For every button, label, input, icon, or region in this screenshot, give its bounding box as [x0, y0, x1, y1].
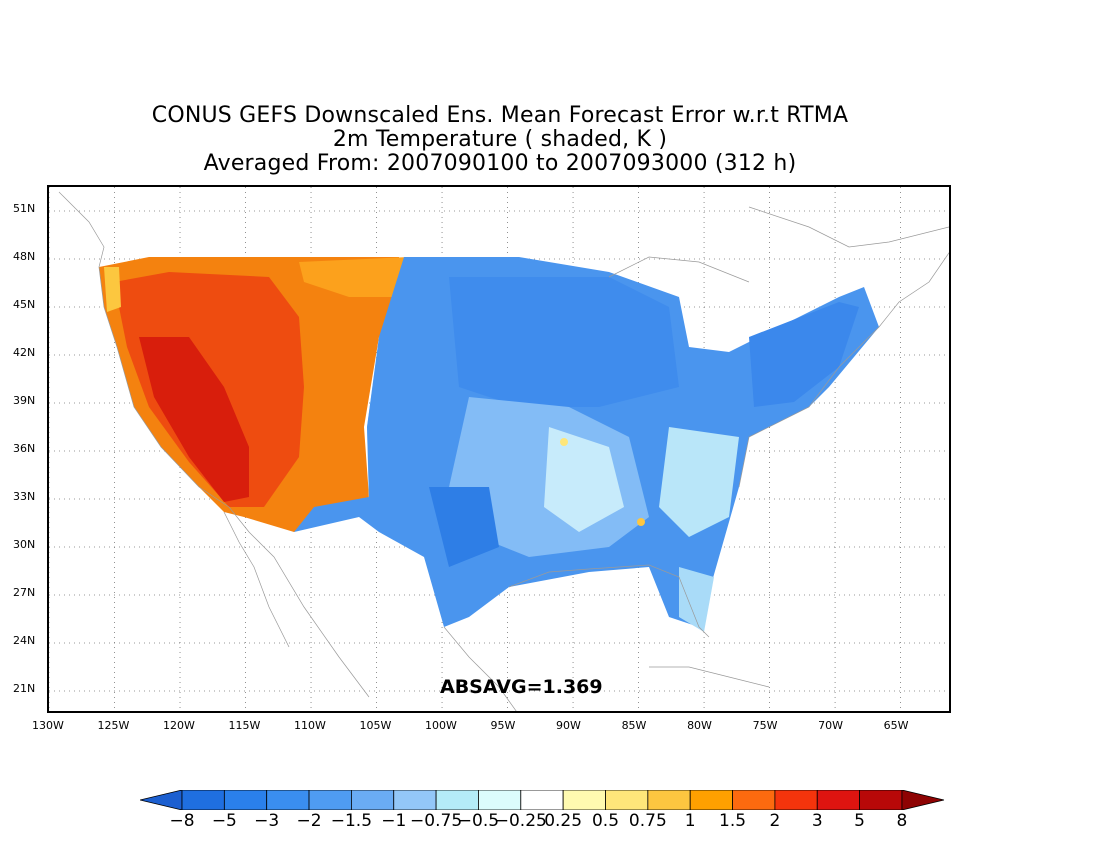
west-warm-bias-field	[99, 257, 469, 532]
colorbar-segment	[647, 790, 691, 810]
colorbar-tick-label: 0.5	[591, 811, 620, 831]
lat-tick-label: 51N	[13, 202, 36, 215]
east-cold-bias-field	[294, 257, 879, 632]
colorbar-tick-label: −5	[211, 811, 237, 831]
lat-tick-label: 21N	[13, 682, 36, 695]
colorbar-tick-label: −0.75	[410, 811, 463, 831]
colorbar-segment	[859, 790, 903, 810]
colorbar-tick-label: 1.5	[719, 811, 747, 831]
colorbar-segment	[689, 790, 733, 810]
colorbar-low-extend	[140, 790, 183, 810]
lat-tick-label: 42N	[13, 346, 36, 359]
colorbar-segment	[435, 790, 479, 810]
colorbar-segment	[562, 790, 606, 810]
lon-tick-label: 105W	[359, 719, 392, 732]
lat-tick-label: 33N	[13, 490, 36, 503]
lon-tick-label: 65W	[883, 719, 909, 732]
colorbar-segment	[478, 790, 522, 810]
lon-tick-label: 95W	[490, 719, 516, 732]
colorbar-segment	[393, 790, 437, 810]
colorbar-segment	[774, 790, 818, 810]
title-line-3: Averaged From: 2007090100 to 2007093000 …	[203, 151, 797, 176]
colorbar-segment	[350, 790, 395, 810]
colorbar-tick-label: 2	[769, 811, 781, 831]
lon-tick-label: 90W	[556, 719, 581, 732]
colorbar-high-extend	[901, 790, 945, 810]
colorbar-tick-label: 0.75	[628, 811, 667, 831]
lon-tick-label: 110W	[294, 719, 326, 732]
colorbar-tick-label: −1	[381, 811, 407, 831]
lon-tick-label: 125W	[97, 719, 130, 732]
colorbar	[140, 790, 945, 810]
temperature-error-map	[49, 187, 949, 711]
lon-tick-label: 130W	[32, 719, 64, 732]
colorbar-segment	[223, 790, 268, 810]
lon-tick-label: 100W	[425, 719, 457, 732]
colorbar-tick-label: −0.5	[457, 811, 500, 831]
map-plot-area	[47, 185, 951, 713]
colorbar-tick-label: −8	[169, 811, 195, 831]
lon-tick-label: 80W	[687, 719, 712, 732]
lon-tick-label: 85W	[621, 719, 647, 732]
lon-tick-label: 115W	[228, 719, 261, 732]
lon-tick-label: 75W	[752, 719, 778, 732]
lat-tick-label: 27N	[13, 586, 36, 599]
colorbar-tick-label: 0.25	[544, 811, 583, 831]
colorbar-tick-label: 8	[896, 811, 908, 831]
absavg-annotation: ABSAVG=1.369	[440, 676, 603, 698]
lat-tick-label: 48N	[13, 250, 36, 263]
colorbar-segment	[732, 790, 776, 810]
colorbar-segment	[605, 790, 649, 810]
colorbar-segment	[181, 790, 225, 810]
lat-tick-label: 45N	[13, 298, 36, 311]
lat-tick-label: 24N	[13, 634, 36, 647]
lat-tick-label: 30N	[13, 538, 36, 551]
title-line-1: CONUS GEFS Downscaled Ens. Mean Forecast…	[151, 103, 849, 128]
lon-tick-label: 70W	[818, 719, 843, 732]
colorbar-tick-label: −2	[296, 811, 322, 831]
colorbar-tick-label: 3	[811, 811, 823, 831]
title-line-2: 2m Temperature ( shaded, K )	[332, 127, 668, 152]
colorbar-tick-label: 5	[854, 811, 866, 831]
lat-tick-label: 39N	[13, 394, 36, 407]
colorbar-tick-label: −3	[254, 811, 280, 831]
colorbar-segment	[266, 790, 310, 810]
colorbar-tick-label: −1.5	[330, 811, 373, 831]
lon-tick-label: 120W	[163, 719, 195, 732]
lat-tick-label: 36N	[13, 442, 36, 455]
colorbar-segment	[520, 790, 564, 810]
colorbar-tick-label: 1	[684, 811, 696, 831]
colorbar-tick-label: −0.25	[494, 811, 547, 831]
colorbar-segment	[816, 790, 860, 810]
coastlines	[58, 191, 949, 711]
colorbar-segment	[308, 790, 352, 810]
